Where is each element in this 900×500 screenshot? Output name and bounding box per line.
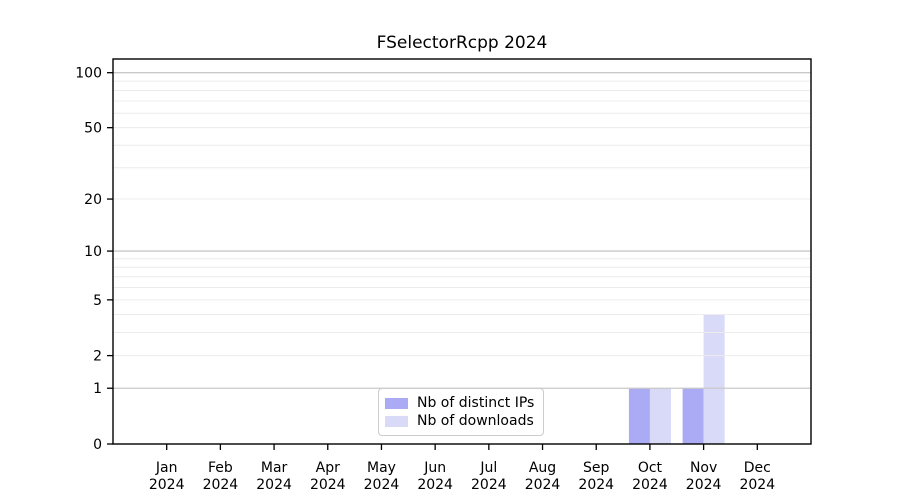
x-tick-label-month-jan: Jan bbox=[155, 460, 178, 476]
x-tick-label-month-apr: Apr bbox=[316, 460, 340, 476]
legend-item-distinct-ips: Nb of distinct IPs bbox=[385, 396, 535, 410]
legend-swatch-downloads bbox=[385, 415, 408, 427]
y-tick-label-100: 100 bbox=[75, 66, 102, 82]
x-tick-label-year-jul: 2024 bbox=[471, 477, 507, 493]
x-tick-label-month-aug: Aug bbox=[529, 460, 556, 476]
y-tick-label-2: 2 bbox=[93, 349, 102, 365]
chart-title: FSelectorRcpp 2024 bbox=[376, 33, 548, 53]
x-tick-label-month-sep: Sep bbox=[583, 460, 610, 476]
y-tick-label-1: 1 bbox=[93, 381, 102, 397]
y-tick-label-0: 0 bbox=[93, 437, 102, 453]
x-tick-label-year-aug: 2024 bbox=[525, 477, 561, 493]
y-tick-label-50: 50 bbox=[84, 121, 102, 137]
x-tick-label-month-oct: Oct bbox=[638, 460, 663, 476]
x-tick-label-year-mar: 2024 bbox=[256, 477, 292, 493]
legend-swatch-distinct-ips bbox=[385, 397, 408, 409]
x-tick-label-year-jun: 2024 bbox=[417, 477, 453, 493]
x-tick-label-month-nov: Nov bbox=[690, 460, 717, 476]
bar-oct-downloads bbox=[649, 388, 671, 444]
x-tick-label-year-may: 2024 bbox=[364, 477, 400, 493]
y-tick-label-5: 5 bbox=[93, 293, 102, 309]
x-tick-label-month-jul: Jul bbox=[479, 460, 497, 476]
x-tick-label-year-sep: 2024 bbox=[578, 477, 614, 493]
x-tick-label-month-dec: Dec bbox=[744, 460, 771, 476]
y-tick-label-10: 10 bbox=[84, 244, 102, 260]
x-tick-label-year-nov: 2024 bbox=[686, 477, 722, 493]
legend-label-downloads: Nb of downloads bbox=[417, 413, 534, 429]
x-tick-label-year-dec: 2024 bbox=[739, 477, 775, 493]
x-tick-label-year-feb: 2024 bbox=[203, 477, 239, 493]
x-tick-label-month-feb: Feb bbox=[208, 460, 233, 476]
bar-nov-distinct-ips bbox=[682, 388, 704, 444]
bar-nov-downloads bbox=[703, 314, 725, 444]
legend-label-distinct-ips: Nb of distinct IPs bbox=[417, 395, 535, 411]
bar-oct-distinct-ips bbox=[628, 388, 650, 444]
x-tick-label-year-jan: 2024 bbox=[149, 477, 185, 493]
legend-item-downloads: Nb of downloads bbox=[385, 414, 535, 428]
x-tick-label-year-apr: 2024 bbox=[310, 477, 346, 493]
x-tick-label-month-jun: Jun bbox=[423, 460, 446, 476]
legend: Nb of distinct IPs Nb of downloads bbox=[378, 388, 544, 436]
x-tick-label-month-mar: Mar bbox=[261, 460, 288, 476]
x-tick-label-month-may: May bbox=[367, 460, 396, 476]
x-tick-label-year-oct: 2024 bbox=[632, 477, 668, 493]
y-tick-label-20: 20 bbox=[84, 192, 102, 208]
